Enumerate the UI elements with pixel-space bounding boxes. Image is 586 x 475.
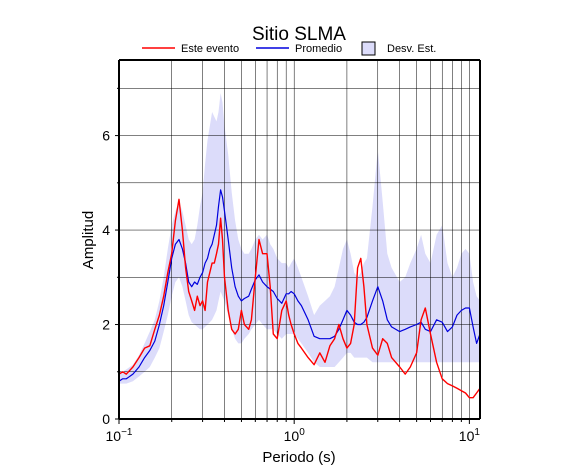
x-tick-label: 100 bbox=[284, 427, 306, 444]
y-tick-label: 6 bbox=[102, 128, 110, 144]
std-band-layer bbox=[119, 93, 480, 384]
legend-label-mean: Promedio bbox=[295, 43, 342, 55]
legend: Este evento Promedio Desv. Est. bbox=[142, 41, 436, 56]
legend-label-event: Este evento bbox=[181, 43, 239, 55]
axes-layer: 0 2 4 6 10−1 100 101 bbox=[102, 59, 481, 444]
legend-label-std: Desv. Est. bbox=[387, 43, 436, 55]
event-series-line bbox=[119, 198, 480, 399]
y-tick-label: 2 bbox=[102, 317, 110, 333]
series-layer bbox=[119, 189, 480, 399]
x-tick-label: 10−1 bbox=[106, 427, 133, 444]
y-axis-label: Amplitud bbox=[80, 211, 97, 269]
std-band bbox=[119, 93, 480, 384]
x-axis-label: Periodo (s) bbox=[262, 449, 335, 466]
x-tick-label: 101 bbox=[459, 427, 481, 444]
chart-title: Sitio SLMA bbox=[252, 24, 346, 45]
y-tick-label: 0 bbox=[102, 411, 110, 427]
legend-swatch-std bbox=[361, 41, 376, 56]
y-tick-label: 4 bbox=[102, 222, 110, 238]
